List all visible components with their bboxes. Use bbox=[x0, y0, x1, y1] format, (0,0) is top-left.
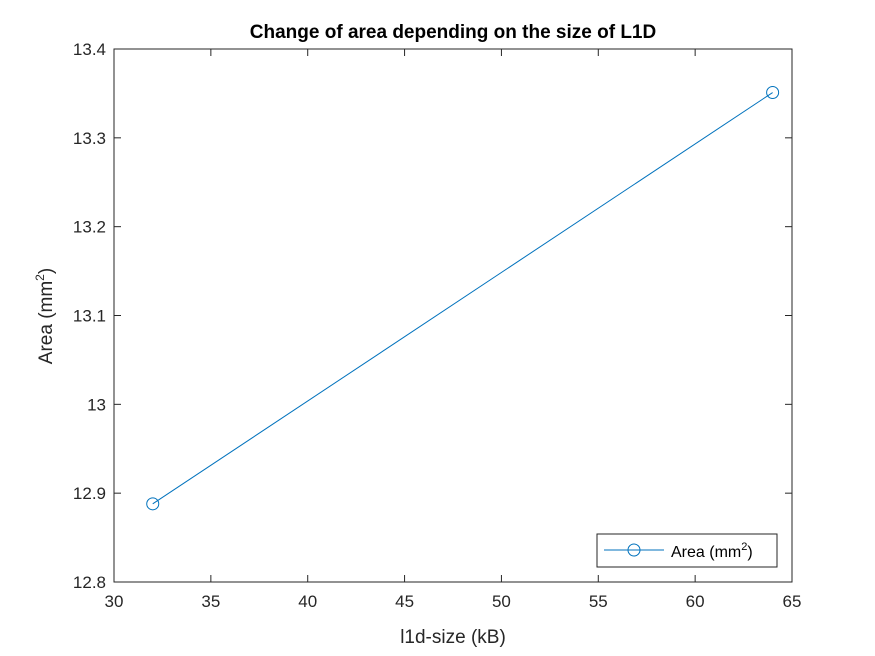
y-tick-label: 13.1 bbox=[73, 307, 106, 326]
y-tick-label: 13.4 bbox=[73, 40, 106, 59]
x-tick-label: 30 bbox=[105, 592, 124, 611]
legend-marker-sample bbox=[627, 543, 641, 557]
y-tick-label: 12.9 bbox=[73, 484, 106, 503]
x-tick-label: 45 bbox=[395, 592, 414, 611]
y-tick-label: 13.2 bbox=[73, 218, 106, 237]
y-tick-label: 13 bbox=[87, 395, 106, 414]
legend-label-suffix: ) bbox=[747, 544, 752, 561]
ticks bbox=[113, 48, 793, 583]
data-point bbox=[146, 497, 160, 511]
y-axis-label-prefix: Area (mm bbox=[36, 281, 57, 364]
plot-area bbox=[113, 48, 793, 583]
series-layer bbox=[146, 86, 780, 511]
legend-label-prefix: Area (mm bbox=[671, 544, 741, 561]
series-line bbox=[152, 92, 773, 505]
legend-label: Area (mm2) bbox=[671, 541, 753, 561]
legend: Area (mm2) bbox=[596, 533, 778, 568]
x-axis-label: l1d-size (kB) bbox=[400, 627, 506, 648]
y-axis-label: Area (mm2) bbox=[33, 268, 57, 364]
chart-title: Change of area depending on the size of … bbox=[250, 22, 656, 43]
data-point bbox=[766, 86, 780, 100]
y-axis-label-suffix: ) bbox=[36, 268, 57, 274]
y-tick-label: 13.3 bbox=[73, 129, 106, 148]
legend-label-sup: 2 bbox=[741, 541, 747, 553]
x-tick-label: 55 bbox=[589, 592, 608, 611]
tick-labels: 30 35 40 45 50 55 60 65 12.8 12.9 13 13.1 13.2 13.3 13… bbox=[73, 40, 802, 611]
x-tick-label: 35 bbox=[201, 592, 220, 611]
x-tick-label: 40 bbox=[298, 592, 317, 611]
x-tick-label: 60 bbox=[686, 592, 705, 611]
x-tick-label: 65 bbox=[783, 592, 802, 611]
y-tick-label: 12.8 bbox=[73, 573, 106, 592]
y-axis-label-sup: 2 bbox=[33, 274, 47, 281]
x-tick-label: 50 bbox=[492, 592, 511, 611]
